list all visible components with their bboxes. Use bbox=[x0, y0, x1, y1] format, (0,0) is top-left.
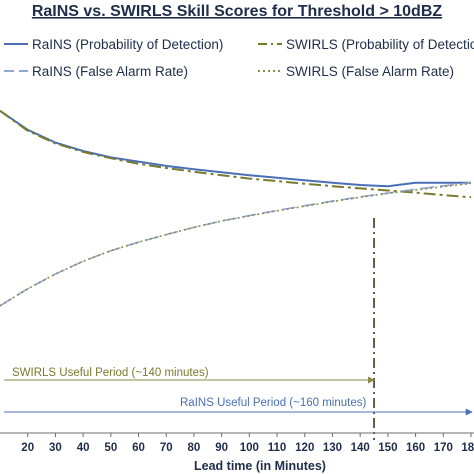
series-line-2 bbox=[0, 182, 472, 307]
rains-useful-period-label: RaINS Useful Period (~160 minutes) bbox=[180, 397, 366, 409]
series-line-1 bbox=[0, 109, 472, 199]
x-tick-label: 170 bbox=[434, 442, 453, 454]
x-tick-label: 20 bbox=[21, 442, 34, 454]
x-tick-label: 40 bbox=[77, 442, 90, 454]
x-tick-label: 140 bbox=[351, 442, 370, 454]
series-line-3 bbox=[0, 182, 472, 307]
series-layer bbox=[0, 109, 472, 307]
x-tick-label: 120 bbox=[295, 442, 314, 454]
x-axis-ticks: 20 30 40 50 60 70 80 90 100 110 120 130 140 150 160 170… bbox=[21, 433, 474, 454]
legend-label-swirls-far: SWIRLS (False Alarm Rate) bbox=[286, 64, 454, 79]
x-tick-label: 130 bbox=[323, 442, 342, 454]
x-tick-label: 110 bbox=[268, 442, 287, 454]
x-tick-label: 90 bbox=[215, 442, 228, 454]
series-line-0 bbox=[0, 109, 471, 188]
x-tick-label: 100 bbox=[240, 442, 259, 454]
x-tick-label: 60 bbox=[132, 442, 145, 454]
x-tick-label: 70 bbox=[160, 442, 173, 454]
x-tick-label: 180 bbox=[461, 442, 474, 454]
x-axis-label: Lead time (in Minutes) bbox=[194, 459, 326, 473]
x-tick-label: 30 bbox=[49, 442, 62, 454]
x-tick-label: 50 bbox=[104, 442, 117, 454]
legend-label-swirls-pod: SWIRLS (Probability of Detection) bbox=[286, 37, 474, 52]
legend-label-rains-pod: RaINS (Probability of Detection) bbox=[32, 37, 223, 52]
chart-title: RaINS vs. SWIRLS Skill Scores for Thresh… bbox=[32, 3, 443, 20]
legend-label-rains-far: RaINS (False Alarm Rate) bbox=[32, 64, 188, 79]
legend: RaINS (Probability of Detection) SWIRLS … bbox=[4, 37, 474, 79]
x-tick-label: 150 bbox=[378, 442, 397, 454]
x-tick-label: 160 bbox=[406, 442, 425, 454]
swirls-useful-period-label: SWIRLS Useful Period (~140 minutes) bbox=[12, 367, 209, 379]
annotations: SWIRLS Useful Period (~140 minutes) RaIN… bbox=[4, 367, 473, 416]
x-tick-label: 80 bbox=[188, 442, 201, 454]
